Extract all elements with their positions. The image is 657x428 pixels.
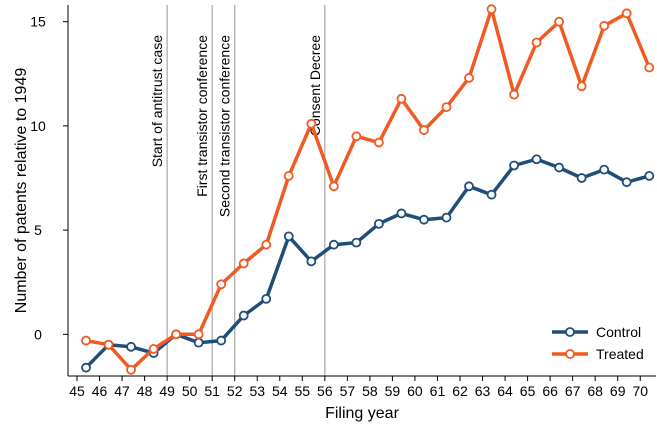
data-point xyxy=(216,335,227,346)
legend-item: Treated xyxy=(552,346,644,362)
legend-swatch-marker xyxy=(565,349,575,359)
data-point xyxy=(396,93,407,104)
x-tick-label: 66 xyxy=(542,383,558,399)
x-tick-label: 57 xyxy=(340,383,356,399)
data-point xyxy=(193,329,204,340)
data-point xyxy=(621,8,632,19)
data-point xyxy=(486,4,497,15)
data-point xyxy=(396,208,407,219)
x-tick-label: 70 xyxy=(632,383,648,399)
data-point xyxy=(441,212,452,223)
data-point xyxy=(441,102,452,113)
data-point xyxy=(351,131,362,142)
x-tick-label: 62 xyxy=(452,383,468,399)
data-point xyxy=(509,89,519,100)
event-label: First transistor conference xyxy=(194,35,210,197)
event-label: Start of antitrust case xyxy=(149,35,165,167)
x-tick-label: 50 xyxy=(182,383,198,399)
data-point xyxy=(216,279,227,290)
legend-item: Control xyxy=(552,324,641,340)
data-point xyxy=(599,20,610,31)
data-point xyxy=(554,162,565,173)
data-point xyxy=(171,329,182,340)
x-tick-label: 63 xyxy=(475,383,491,399)
data-point xyxy=(373,137,384,148)
data-point xyxy=(576,173,587,183)
data-point xyxy=(621,177,632,188)
data-point xyxy=(261,239,272,250)
x-tick-label: 49 xyxy=(159,383,175,399)
y-tick-label: 5 xyxy=(34,222,42,238)
data-point xyxy=(126,364,136,375)
x-tick-label: 58 xyxy=(362,383,378,399)
data-point xyxy=(554,16,565,27)
data-point xyxy=(328,181,339,192)
x-tick-label: 52 xyxy=(227,383,243,399)
x-axis-title: Filing year xyxy=(325,405,399,422)
event-lines: Start of antitrust case First transistor … xyxy=(149,5,326,376)
data-point xyxy=(193,337,204,348)
data-point xyxy=(599,164,610,175)
y-tick-label: 0 xyxy=(34,326,42,342)
legend-label: Treated xyxy=(596,346,644,362)
data-point xyxy=(509,160,519,171)
series-treated xyxy=(81,4,655,375)
data-point xyxy=(238,258,249,269)
x-tick-label: 45 xyxy=(69,383,85,399)
data-point xyxy=(238,310,249,321)
data-point xyxy=(576,81,587,92)
x-tick-label: 53 xyxy=(249,383,265,399)
data-point xyxy=(126,341,136,352)
data-point xyxy=(306,118,317,129)
data-point xyxy=(103,339,114,350)
x-tick-label: 67 xyxy=(565,383,581,399)
x-tick-label: 47 xyxy=(114,383,130,399)
x-tick-label: 51 xyxy=(204,383,220,399)
data-point xyxy=(81,362,91,373)
x-tick-label: 48 xyxy=(137,383,153,399)
data-point xyxy=(283,171,294,181)
data-point xyxy=(531,37,542,48)
x-tick-label: 60 xyxy=(407,383,423,399)
x-tick-label: 64 xyxy=(497,383,513,399)
data-point xyxy=(419,214,429,225)
x-tick-label: 55 xyxy=(295,383,311,399)
y-axis-title: Number of patents relative to 1949 xyxy=(13,68,30,314)
data-point xyxy=(644,62,655,73)
x-tick-label: 46 xyxy=(92,383,108,399)
data-point xyxy=(644,171,655,181)
data-point xyxy=(419,125,429,135)
x-tick-label: 59 xyxy=(385,383,401,399)
event-label: Consent Decree xyxy=(307,35,323,136)
legend-label: Control xyxy=(596,324,641,340)
data-point xyxy=(328,239,339,250)
x-tick-label: 65 xyxy=(520,383,536,399)
data-point xyxy=(351,237,362,248)
data-point xyxy=(464,73,474,83)
legend-swatch-marker xyxy=(565,327,575,337)
x-tick-label: 69 xyxy=(610,383,626,399)
axes: 0 5 10 15 45 46 47 48 49 50 51 52 53 54 55 56 57 58 59 60 61… xyxy=(30,5,656,399)
legend: Control Treated xyxy=(552,324,644,362)
data-point xyxy=(283,231,294,242)
data-point xyxy=(373,218,384,229)
y-tick-label: 15 xyxy=(30,14,46,30)
data-point xyxy=(306,256,317,267)
data-point xyxy=(148,344,159,354)
data-point xyxy=(261,293,272,304)
data-point xyxy=(486,189,497,200)
data-point xyxy=(531,154,542,165)
data-point xyxy=(81,335,91,346)
x-tick-label: 56 xyxy=(317,383,333,399)
x-tick-label: 61 xyxy=(430,383,446,399)
event-label: Second transistor conference xyxy=(217,35,233,217)
series xyxy=(81,4,655,375)
x-tick-label: 68 xyxy=(587,383,603,399)
x-tick-label: 54 xyxy=(272,383,288,399)
y-tick-label: 10 xyxy=(30,118,46,134)
data-point xyxy=(464,181,474,192)
